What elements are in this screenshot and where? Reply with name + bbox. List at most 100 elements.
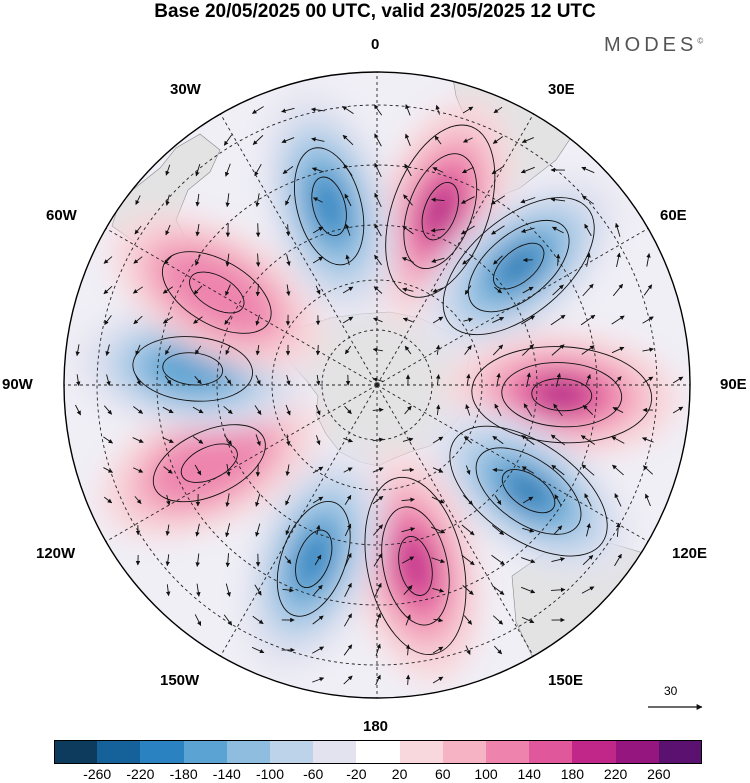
wind-arrow (225, 493, 230, 508)
wind-arrow (312, 615, 324, 625)
wind-arrow (432, 436, 444, 444)
wind-arrow (226, 463, 231, 477)
wind-arrow (342, 316, 354, 324)
wind-arrow (492, 435, 504, 445)
anomaly-lobe (261, 91, 397, 322)
colorbar-segment (313, 740, 357, 764)
wind-arrow (255, 493, 261, 507)
wind-arrow (493, 106, 503, 114)
wind-arrow (462, 585, 474, 595)
wind-arrow (344, 405, 352, 415)
contour-line (467, 219, 570, 313)
wind-arrow (344, 523, 352, 537)
wind-arrow (580, 314, 596, 326)
wind-arrow (372, 495, 384, 505)
wind-arrow (342, 134, 354, 146)
wind-arrow (255, 284, 261, 297)
wind-arrow (465, 404, 471, 416)
wind-arrow (343, 644, 353, 656)
wind-arrow (344, 345, 352, 355)
wind-arrow (521, 315, 536, 325)
contour-line (276, 500, 351, 617)
wind-arrow (520, 166, 535, 174)
contour-line (295, 529, 333, 589)
wind-arrow (312, 226, 324, 234)
wind-arrow (165, 194, 170, 206)
colorbar-tick-label: 20 (391, 766, 408, 782)
wind-arrow (195, 193, 200, 207)
wind-arrow (225, 193, 230, 208)
wind-arrow (195, 223, 200, 237)
wind-arrow (642, 376, 654, 384)
colorbar-segment (658, 740, 703, 764)
wind-arrow (555, 372, 561, 387)
colorbar-tick-label: 260 (647, 766, 671, 782)
wind-arrow (581, 166, 595, 174)
wind-arrow (551, 557, 565, 563)
colorbar-tick-label: 220 (603, 766, 628, 782)
colorbar-segment (356, 740, 400, 764)
wind-arrow (282, 166, 294, 174)
contour-line (475, 447, 582, 535)
wind-arrow (526, 372, 531, 388)
wind-arrow (374, 133, 382, 147)
wind-arrow (195, 523, 200, 537)
wind-arrow (402, 287, 414, 292)
wind-arrow (372, 347, 383, 353)
wind-arrow (312, 496, 324, 504)
lon-label-90w: 90W (2, 376, 33, 393)
wind-arrow (492, 316, 505, 324)
wind-arrow (194, 464, 202, 476)
wind-arrow (135, 374, 141, 386)
wind-arrow (553, 403, 563, 417)
colorbar (54, 740, 703, 764)
wind-arrow (135, 195, 141, 205)
wind-arrow (373, 317, 383, 323)
wind-arrow (402, 317, 413, 323)
wind-arrow (225, 253, 230, 267)
meridian-line (376, 113, 534, 386)
wind-arrow (343, 163, 353, 176)
colorbar-tick-label: -60 (303, 766, 324, 782)
colorbar-segment (615, 740, 659, 764)
wind-arrow (103, 436, 113, 444)
wind-arrow (551, 464, 565, 476)
wind-arrow (405, 644, 411, 656)
lon-label-60w: 60W (46, 207, 77, 224)
map-border (63, 71, 691, 699)
wind-arrow (435, 104, 440, 115)
meridian-line (105, 384, 378, 542)
wind-arrow (192, 436, 204, 444)
wind-arrow (461, 524, 475, 536)
wind-arrow (224, 434, 232, 446)
wind-arrow (614, 553, 622, 567)
wind-arrow (462, 106, 474, 114)
wind-arrow (462, 137, 473, 143)
wind-arrow (255, 463, 261, 477)
wind-arrow (462, 255, 474, 265)
colorbar-tick-label: 100 (474, 766, 498, 782)
wind-arrow (315, 404, 321, 416)
wind-arrow (133, 315, 143, 325)
wind-arrow (315, 285, 321, 295)
anomaly-lobe (99, 388, 320, 539)
contour-line (189, 271, 245, 314)
colorbar-tick-label: 60 (435, 766, 451, 782)
contour-line (162, 352, 224, 386)
wind-arrow (434, 135, 442, 145)
wind-arrow (582, 554, 594, 566)
wind-arrow (581, 195, 594, 205)
wind-arrow (252, 135, 264, 145)
wind-arrow (225, 345, 231, 355)
wind-arrow (550, 197, 566, 202)
wind-arrow (344, 582, 352, 598)
wind-arrow (223, 614, 233, 626)
lon-label-180: 180 (363, 718, 389, 735)
wind-arrow (520, 197, 536, 204)
wind-arrow (461, 166, 474, 174)
colorbar-segment (140, 740, 184, 764)
wind-arrow (402, 467, 415, 473)
wind-arrow (255, 223, 261, 238)
wind-arrow (435, 344, 441, 355)
wind-arrow (135, 344, 141, 356)
